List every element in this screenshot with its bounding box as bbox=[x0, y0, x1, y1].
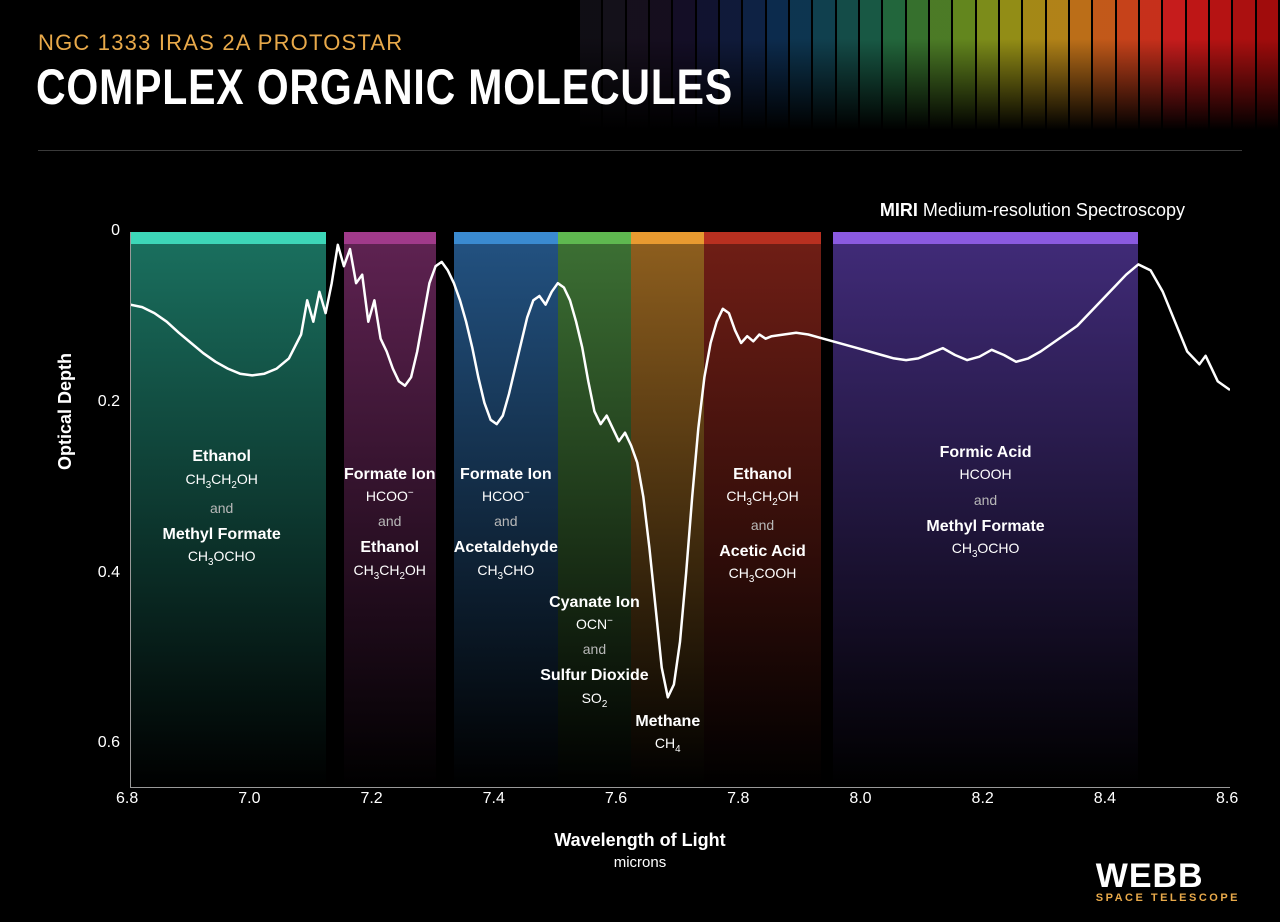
molecule-label: EthanolCH3CH2OHandAcetic AcidCH3COOH bbox=[673, 463, 853, 588]
x-axis-line bbox=[130, 787, 1230, 788]
x-tick: 7.6 bbox=[605, 790, 627, 808]
header: NGC 1333 IRAS 2A PROTOSTAR COMPLEX ORGAN… bbox=[0, 0, 1280, 150]
x-tick: 6.8 bbox=[116, 790, 138, 808]
x-tick: 8.4 bbox=[1094, 790, 1116, 808]
instrument-label: MIRI Medium-resolution Spectroscopy bbox=[880, 200, 1185, 221]
molecule-label: Formic AcidHCOOHandMethyl FormateCH3OCHO bbox=[896, 441, 1076, 562]
spectrum-chart: EthanolCH3CH2OHandMethyl FormateCH3OCHO F… bbox=[130, 232, 1230, 787]
instrument-rest: Medium-resolution Spectroscopy bbox=[923, 200, 1185, 220]
y-axis-label: Optical Depth bbox=[55, 353, 76, 470]
header-divider bbox=[38, 150, 1242, 151]
subtitle: NGC 1333 IRAS 2A PROTOSTAR bbox=[38, 30, 403, 56]
logo-subtitle: SPACE TELESCOPE bbox=[1096, 892, 1240, 904]
y-axis-line bbox=[130, 232, 131, 787]
y-tick: 0 bbox=[111, 222, 120, 240]
y-tick: 0.2 bbox=[98, 393, 120, 411]
x-tick: 8.2 bbox=[972, 790, 994, 808]
instrument-bold: MIRI bbox=[880, 200, 918, 220]
molecule-label: Cyanate IonOCN−andSulfur DioxideSO2 bbox=[504, 591, 684, 712]
x-axis-label: Wavelength of Light bbox=[0, 830, 1280, 851]
webb-logo: WEBB SPACE TELESCOPE bbox=[1096, 860, 1240, 904]
x-tick: 7.4 bbox=[483, 790, 505, 808]
logo-webb: WEBB bbox=[1096, 860, 1240, 892]
x-tick: 7.2 bbox=[360, 790, 382, 808]
y-tick: 0.6 bbox=[98, 734, 120, 752]
molecule-label: EthanolCH3CH2OHandMethyl FormateCH3OCHO bbox=[132, 445, 312, 570]
x-tick: 8.6 bbox=[1216, 790, 1238, 808]
y-axis: 00.20.40.6 bbox=[95, 232, 130, 787]
molecule-label: Formate IonHCOO−andAcetaldehydeCH3CHO bbox=[416, 463, 596, 584]
main-title: COMPLEX ORGANIC MOLECULES bbox=[36, 58, 733, 116]
x-tick: 7.0 bbox=[238, 790, 260, 808]
x-tick: 7.8 bbox=[727, 790, 749, 808]
y-tick: 0.4 bbox=[98, 564, 120, 582]
x-tick: 8.0 bbox=[849, 790, 871, 808]
x-axis-sublabel: microns bbox=[0, 854, 1280, 871]
molecule-label: MethaneCH4 bbox=[578, 710, 758, 757]
